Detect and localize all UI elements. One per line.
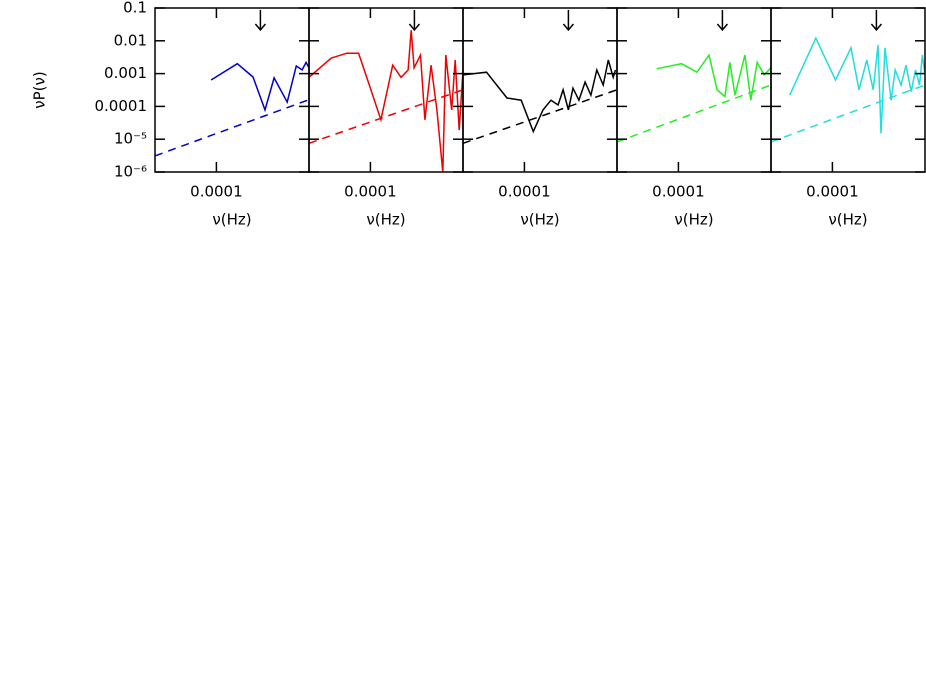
- model-line: [617, 84, 771, 143]
- arrow-marker: [870, 10, 882, 32]
- panel-frame: [616, 7, 772, 173]
- model-line: [771, 84, 925, 143]
- spectrum-line: [463, 59, 617, 134]
- spectrum-line: [309, 30, 463, 173]
- y-tick-label: 0.001: [104, 64, 147, 82]
- model-line: [155, 98, 309, 157]
- x-axis-label: ν(Hz): [828, 211, 867, 229]
- panel-frame: [770, 7, 926, 173]
- x-tick-label: 0.0001: [190, 183, 243, 201]
- panel-frame: [154, 7, 310, 173]
- x-tick-label: 0.0001: [652, 183, 705, 201]
- arrow-marker: [716, 10, 728, 32]
- arrow-marker: [254, 10, 266, 32]
- x-axis-label: ν(Hz): [366, 211, 405, 229]
- y-tick-label: 10⁻⁶: [114, 163, 147, 181]
- x-tick-label: 0.0001: [344, 183, 397, 201]
- y-tick-label: 0.0001: [95, 97, 148, 115]
- arrow-marker: [562, 10, 574, 32]
- y-axis-label: νP(ν): [31, 71, 49, 109]
- y-tick-label: 10⁻⁵: [114, 130, 147, 148]
- y-tick-label: 0.01: [114, 31, 147, 49]
- y-tick-label: 0.1: [123, 0, 147, 17]
- panel-frame: [462, 7, 618, 173]
- x-tick-label: 0.0001: [498, 183, 551, 201]
- x-axis-label: ν(Hz): [520, 211, 559, 229]
- spectrum-line: [656, 53, 771, 101]
- spectrum-line: [210, 60, 309, 113]
- spectrum-line: [789, 36, 925, 134]
- x-axis-label: ν(Hz): [674, 211, 713, 229]
- arrow-marker: [408, 10, 420, 32]
- x-axis-label: ν(Hz): [212, 211, 251, 229]
- x-tick-label: 0.0001: [806, 183, 859, 201]
